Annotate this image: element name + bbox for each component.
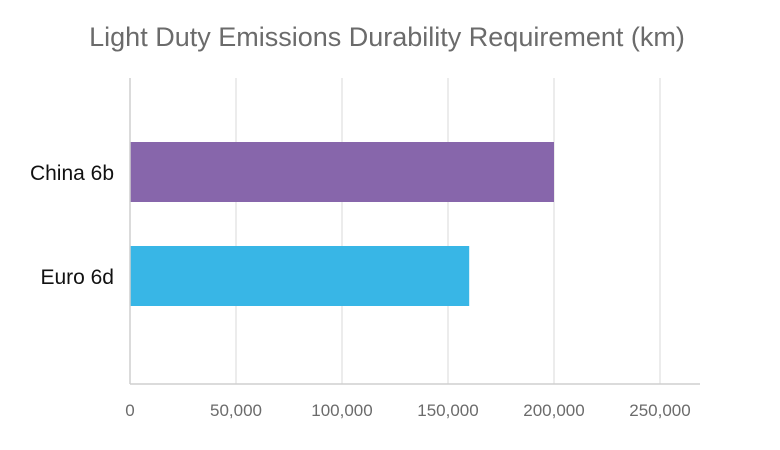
- axes: [129, 78, 700, 385]
- x-tick-label-2: 100,000: [311, 401, 372, 420]
- x-tick-label-1: 50,000: [210, 401, 262, 420]
- category-label-0: China 6b: [30, 162, 114, 185]
- gridlines: [235, 78, 661, 384]
- bars: [130, 142, 554, 306]
- chart-title: Light Duty Emissions Durability Requirem…: [89, 22, 685, 52]
- x-tick-label-4: 200,000: [523, 401, 584, 420]
- bar-euro-6d: [130, 246, 470, 306]
- x-tick-label-3: 150,000: [417, 401, 478, 420]
- x-tick-label-0: 0: [125, 401, 134, 420]
- labels: 0 50,000 100,000 150,000 200,000 250,000 China…: [30, 162, 691, 420]
- bar-china-6b: [130, 142, 554, 202]
- category-label-1: Euro 6d: [40, 266, 114, 289]
- x-tick-label-5: 250,000: [629, 401, 690, 420]
